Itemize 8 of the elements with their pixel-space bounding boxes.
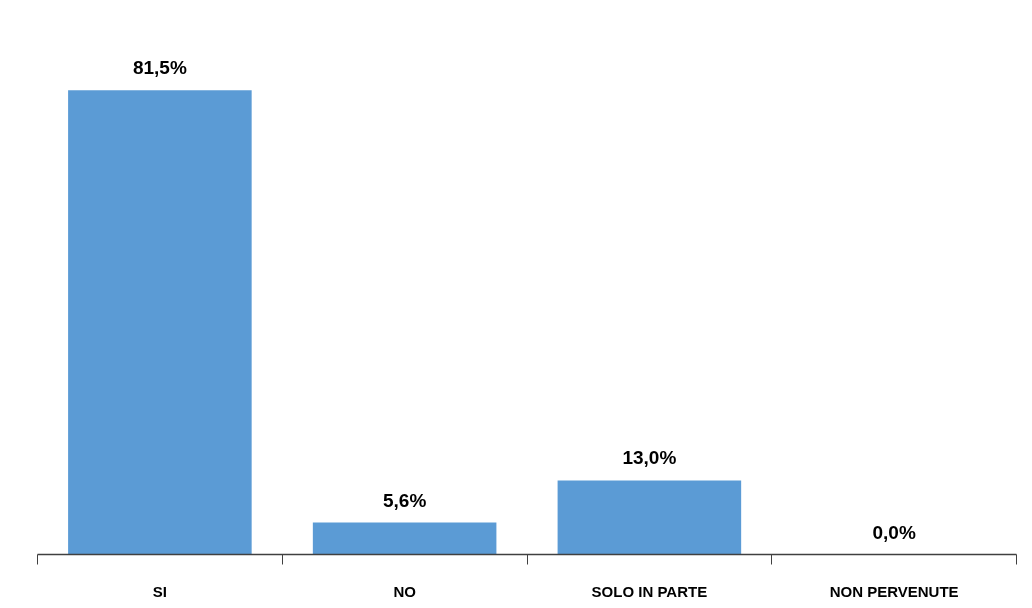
x-tick-label: NO [393, 582, 417, 600]
data-label: 0,0% [872, 521, 916, 543]
x-tick-label: SOLO IN PARTE [591, 582, 708, 600]
data-label: 5,6% [382, 489, 427, 511]
x-tick-label: SI [152, 582, 167, 600]
x-tick-label: NON PERVENUTE [829, 582, 959, 600]
data-label: 81,5% [132, 57, 187, 79]
data-label: 13,0% [622, 447, 677, 469]
